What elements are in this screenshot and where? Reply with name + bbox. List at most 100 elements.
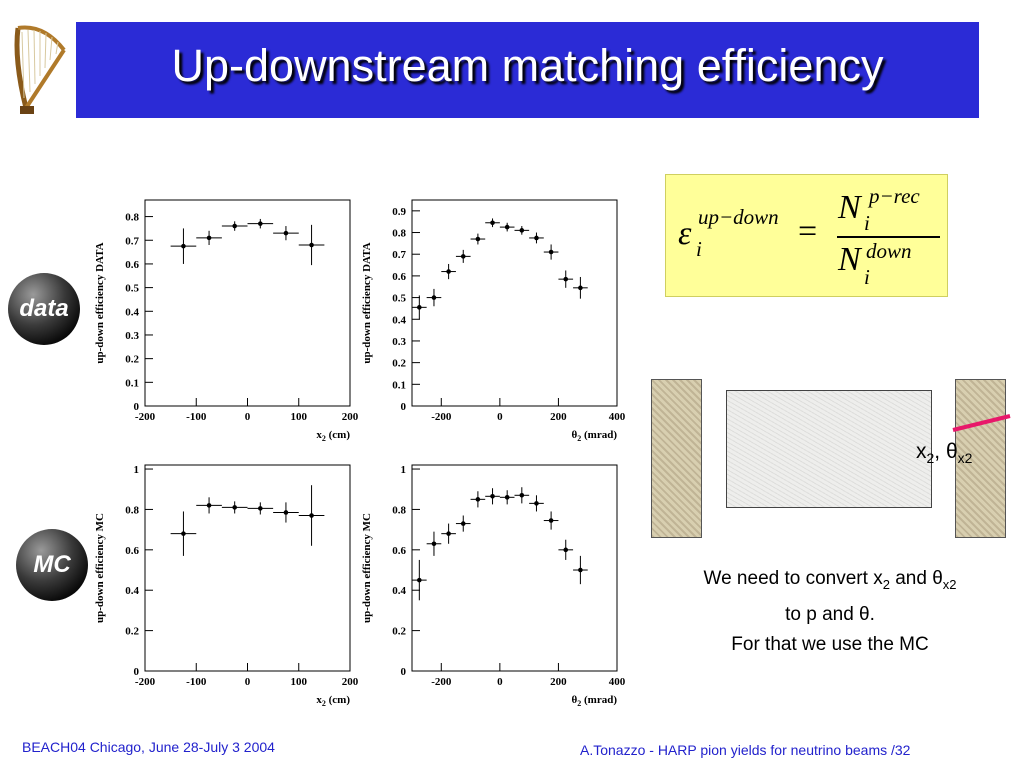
data-point <box>446 269 451 274</box>
y-tick-label: 0.7 <box>392 249 406 261</box>
x-tick-label: -200 <box>431 676 452 688</box>
note-line-2: to p and θ. <box>785 603 875 625</box>
x-tick-label: -200 <box>431 411 452 423</box>
data-point <box>519 228 525 233</box>
formula-den-sub: i <box>864 265 870 289</box>
y-tick-label: 0.6 <box>392 545 406 557</box>
plot-frame <box>411 464 618 672</box>
data-point <box>548 518 554 523</box>
x-tick-label: 200 <box>550 411 567 423</box>
y-tick-label: 0.4 <box>125 585 139 597</box>
x-tick-label: 0 <box>497 676 503 688</box>
mc-badge-label: MC <box>33 551 71 578</box>
y-tick-label: 0.4 <box>125 306 139 318</box>
plot-mc-x2: 0 0.2 0.4 0.6 0.8 1 -200 -100 0 100 200 x2 (cm) up-d… <box>88 455 368 715</box>
x-tick-label: 0 <box>245 411 251 423</box>
y-tick-label: 0.5 <box>392 293 406 305</box>
y-tick-label: 0.8 <box>125 504 139 516</box>
data-badge-label: data <box>19 295 69 322</box>
data-point <box>258 506 263 511</box>
formula-num-sub: i <box>864 211 870 235</box>
magnet-volume <box>726 390 932 508</box>
x-tick-label: 100 <box>291 676 308 688</box>
conversion-note: We need to convert x2 and θx2 to p and θ… <box>650 564 1010 660</box>
y-axis-label: up-down efficiency MC <box>361 513 373 623</box>
efficiency-formula: ε i up−down = N i p−rec N i down <box>665 174 948 297</box>
data-point <box>504 224 510 230</box>
data-point <box>504 495 510 500</box>
y-tick-label: 0.8 <box>392 228 406 240</box>
y-tick-label: 0.6 <box>125 259 139 271</box>
x-axis-label: x2 (cm) <box>316 694 350 708</box>
formula-den-n: N <box>838 241 861 278</box>
plot-mc-theta2: 0 0.2 0.4 0.6 0.8 1 -200 0 200 400 θ2 (mrad) up-dow… <box>355 455 635 715</box>
y-tick-label: 0.2 <box>392 626 406 638</box>
y-tick-label: 0.6 <box>392 271 406 283</box>
formula-epsilon: ε <box>678 215 692 252</box>
data-point <box>283 510 289 515</box>
y-tick-label: 0 <box>134 666 140 678</box>
data-point <box>283 230 289 236</box>
x-tick-label: -100 <box>186 676 207 688</box>
data-point <box>534 235 539 241</box>
downstream-chamber <box>955 379 1006 538</box>
data-point <box>181 531 186 536</box>
footer-author: A.Tonazzo - HARP pion yields for neutrin… <box>580 742 911 758</box>
data-point <box>417 305 422 310</box>
plot-data-theta2: 0 0.1 0.2 0.3 0.4 0.5 0.6 0.7 0.8 0.9 -200 0 200 400 θ… <box>355 190 635 450</box>
y-tick-label: 0.2 <box>125 626 139 638</box>
x-tick-label: 0 <box>497 411 503 423</box>
data-point <box>563 547 569 553</box>
x-axis-label: θ2 (mrad) <box>572 694 618 708</box>
harp-logo <box>4 20 72 116</box>
x-tick-label: -100 <box>186 411 207 423</box>
y-tick-label: 1 <box>401 464 407 476</box>
x-tick-label: -200 <box>135 411 156 423</box>
footer-conference: BEACH04 Chicago, June 28-July 3 2004 <box>22 739 275 755</box>
data-point <box>534 501 539 506</box>
formula-den-sup: down <box>866 239 912 263</box>
plot-data-x2: 0 0.1 0.2 0.3 0.4 0.5 0.6 0.7 0.8 -200 -100 0 100 200… <box>88 190 368 450</box>
y-tick-label: 0.2 <box>392 358 406 370</box>
data-point <box>548 249 554 255</box>
data-point <box>519 492 525 498</box>
y-tick-label: 0.7 <box>125 235 139 247</box>
formula-eps-sub: i <box>696 237 702 261</box>
data-point <box>431 541 437 547</box>
data-point <box>490 220 495 226</box>
y-tick-label: 0.1 <box>392 379 406 391</box>
data-point <box>181 243 186 249</box>
x-tick-label: 200 <box>342 676 359 688</box>
data-point <box>232 223 237 229</box>
y-tick-label: 0.3 <box>392 336 406 348</box>
data-point <box>232 505 237 510</box>
y-tick-label: 1 <box>134 464 140 476</box>
x-tick-label: 400 <box>609 676 626 688</box>
data-point <box>475 497 481 502</box>
y-tick-label: 0.5 <box>125 283 139 295</box>
x-axis-label: θ2 (mrad) <box>572 429 618 443</box>
data-point <box>431 295 437 300</box>
data-point <box>475 236 481 242</box>
title-bar: Up-downstream matching efficiency <box>76 22 979 118</box>
x-tick-label: -200 <box>135 676 156 688</box>
x2-theta-label: x2, θx2 <box>916 440 973 467</box>
y-tick-label: 0.9 <box>392 206 406 218</box>
formula-fraction-bar <box>837 236 940 238</box>
y-tick-label: 0.1 <box>125 377 139 389</box>
y-tick-label: 0.4 <box>392 314 406 326</box>
y-tick-label: 0.2 <box>125 354 139 366</box>
data-point <box>309 242 314 248</box>
formula-eps-sup: up−down <box>698 205 779 229</box>
note-line-3: For that we use the MC <box>731 633 929 655</box>
y-tick-label: 0.8 <box>125 212 139 224</box>
formula-num-n: N <box>838 189 861 226</box>
data-point <box>309 513 314 518</box>
data-badge: data <box>8 273 80 345</box>
upstream-chamber <box>651 379 702 538</box>
data-point <box>206 235 212 241</box>
plot-frame <box>144 464 351 672</box>
y-tick-label: 0.3 <box>125 330 139 342</box>
x-tick-label: 0 <box>245 676 251 688</box>
y-axis-label: up-down efficiency DATA <box>94 242 106 363</box>
